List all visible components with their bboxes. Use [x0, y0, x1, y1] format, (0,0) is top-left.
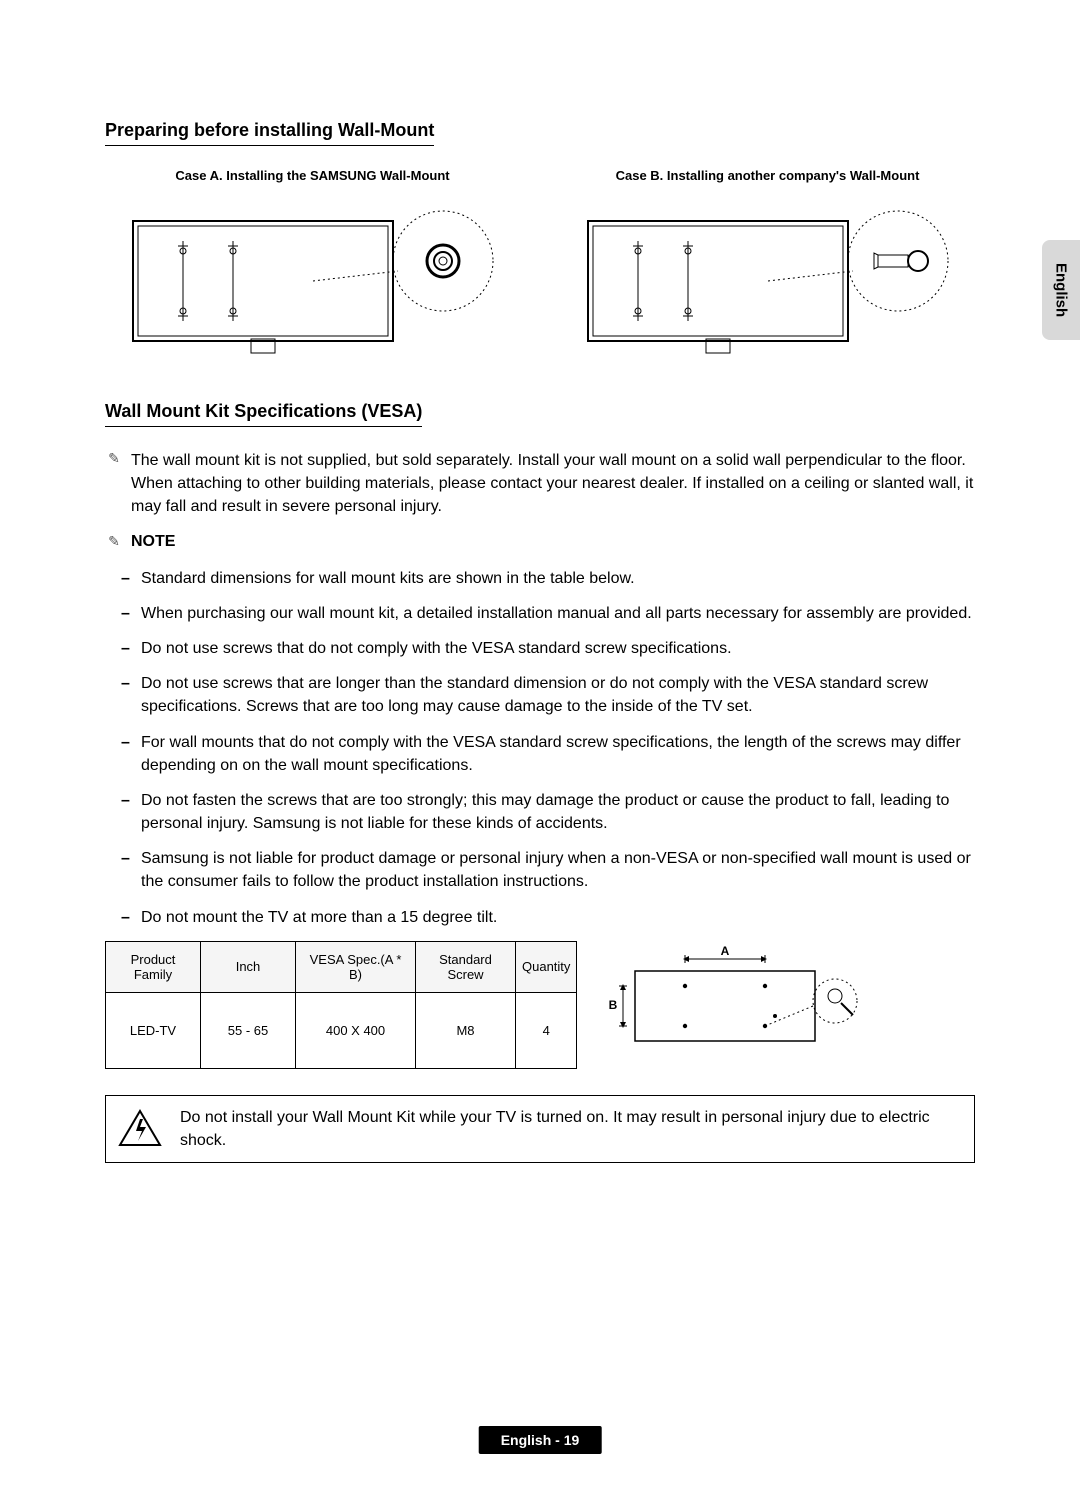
table-header-cell: Product Family — [106, 941, 201, 992]
tv-diagram-a — [123, 191, 503, 361]
table-cell: 55 - 65 — [201, 992, 296, 1068]
language-tab-label: English — [1053, 263, 1070, 317]
note-item: Do not use screws that are longer than t… — [141, 672, 975, 718]
note-label: NOTE — [131, 533, 175, 551]
vesa-b-label: B — [609, 998, 618, 1012]
footer-text: English - 19 — [501, 1432, 580, 1448]
tv-diagram-b — [578, 191, 958, 361]
table-header-cell: VESA Spec.(A * B) — [296, 941, 416, 992]
language-tab: English — [1042, 240, 1080, 340]
hand-icon: ✎ — [105, 533, 123, 551]
note-item: Samsung is not liable for product damage… — [141, 847, 975, 893]
table-cell: 4 — [516, 992, 577, 1068]
note-item: When purchasing our wall mount kit, a de… — [141, 602, 975, 625]
table-and-diagram: Product FamilyInchVESA Spec.(A * B)Stand… — [105, 941, 975, 1069]
spec-table: Product FamilyInchVESA Spec.(A * B)Stand… — [105, 941, 577, 1069]
diagram-row: Case A. Installing the SAMSUNG Wall-Moun… — [105, 168, 975, 361]
notes-list: Standard dimensions for wall mount kits … — [105, 567, 975, 929]
section-preparing-title: Preparing before installing Wall-Mount — [105, 120, 434, 146]
case-a-caption: Case A. Installing the SAMSUNG Wall-Moun… — [175, 168, 449, 183]
shock-warning-icon — [118, 1109, 162, 1149]
note-label-row: ✎ NOTE — [105, 533, 975, 561]
vesa-a-label: A — [721, 944, 730, 958]
vesa-dimension-diagram: A B — [605, 941, 865, 1051]
table-header-cell: Standard Screw — [416, 941, 516, 992]
table-header-row: Product FamilyInchVESA Spec.(A * B)Stand… — [106, 941, 577, 992]
note-item: Do not use screws that do not comply wit… — [141, 637, 975, 660]
hand-icon: ✎ — [105, 449, 123, 467]
table-cell: M8 — [416, 992, 516, 1068]
table-row: LED-TV55 - 65400 X 400M84 — [106, 992, 577, 1068]
page-footer: English - 19 — [479, 1426, 602, 1454]
intro-text: The wall mount kit is not supplied, but … — [131, 449, 975, 519]
intro-row: ✎ The wall mount kit is not supplied, bu… — [105, 449, 975, 519]
case-b-caption: Case B. Installing another company's Wal… — [616, 168, 920, 183]
note-item: Do not fasten the screws that are too st… — [141, 789, 975, 835]
table-cell: 400 X 400 — [296, 992, 416, 1068]
table-cell: LED-TV — [106, 992, 201, 1068]
table-header-cell: Quantity — [516, 941, 577, 992]
diagram-case-a: Case A. Installing the SAMSUNG Wall-Moun… — [105, 168, 520, 361]
warning-box: Do not install your Wall Mount Kit while… — [105, 1095, 975, 1163]
table-header-cell: Inch — [201, 941, 296, 992]
diagram-case-b: Case B. Installing another company's Wal… — [560, 168, 975, 361]
note-item: Do not mount the TV at more than a 15 de… — [141, 906, 975, 929]
table-body: LED-TV55 - 65400 X 400M84 — [106, 992, 577, 1068]
note-item: For wall mounts that do not comply with … — [141, 731, 975, 777]
note-item: Standard dimensions for wall mount kits … — [141, 567, 975, 590]
warning-text: Do not install your Wall Mount Kit while… — [180, 1106, 962, 1152]
section-vesa-title: Wall Mount Kit Specifications (VESA) — [105, 401, 422, 427]
